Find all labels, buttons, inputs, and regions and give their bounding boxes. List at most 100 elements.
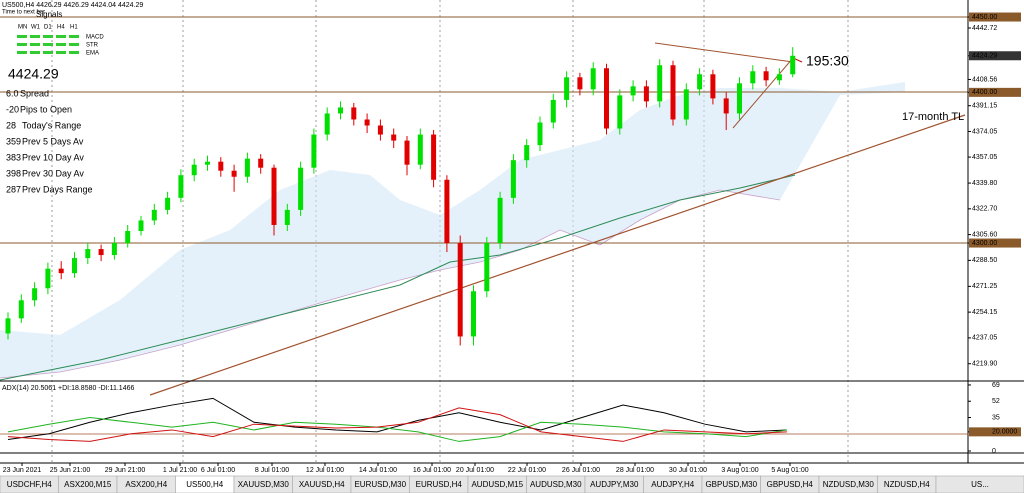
info-amount: 287 [6,184,21,194]
candle-body [18,300,24,319]
candle-body [377,125,383,135]
tab-label[interactable]: USDCHF,H4 [7,480,52,489]
timeframe-label: H4 [57,25,65,31]
tab-label[interactable]: GBPUSD,H4 [767,480,814,489]
signal-dash [17,35,27,38]
levels [0,16,968,244]
signal-dash [17,51,27,54]
candle-body [311,134,317,168]
candle-body [604,68,609,129]
candle-body [298,167,304,210]
candle-body [564,77,570,100]
y-tick-label: 4300.00 [972,240,997,247]
indicator-line [7,407,788,442]
timeframe-label: H1 [70,25,78,31]
y-tick-label: 4408.56 [972,76,997,83]
tab-label[interactable]: ASX200,M15 [64,480,112,489]
info-caption: Today's Range [22,120,81,130]
y-tick-label: 4254.15 [972,309,997,316]
info-caption: Spread [20,88,49,98]
tab-label[interactable]: XAUUSD,H4 [299,480,345,489]
candle-body [697,74,703,90]
y-tick-label: 4391.15 [972,103,997,110]
info-amount: 359 [6,136,21,146]
candle-body [111,243,117,256]
x-tick-label: 3 Aug 01:00 [721,467,758,474]
tab-label[interactable]: US... [971,480,989,489]
moving-average [0,174,796,381]
tab[interactable] [935,475,1024,493]
tab-label[interactable]: EURUSD,M30 [354,480,406,489]
tab-label[interactable]: US500,H4 [186,480,223,489]
signal-dash [43,43,53,46]
signal-dash [30,51,40,54]
candle-body [617,95,623,129]
candle-body [178,175,184,198]
y-tick-label: 69 [992,382,1000,389]
countdown: 195:30 [806,53,849,69]
tab-label[interactable]: AUDJPY,H4 [651,480,695,489]
x-tick-label: 1 Jul 21:00 [163,467,197,474]
candle-body [417,134,423,165]
tab-label[interactable]: ASX200,H4 [125,480,167,489]
price-display: 4424.29 [8,66,59,82]
candle-body [125,230,131,244]
y-tick-label: 4424.29 [972,53,997,60]
y-tick-label: 20.0000 [992,429,1017,436]
x-tick-label: 8 Jul 01:00 [255,467,289,474]
ichimoku-cloud [0,82,905,378]
y-tick-label: 4450.00 [972,14,997,21]
info-caption: Prev 10 Day Av [22,152,84,162]
y-tick-label: 4357.05 [972,154,997,161]
info-caption: Prev 30 Day Av [22,168,84,178]
candle-body [710,74,716,99]
candle-body [550,99,556,123]
signal-dash [56,43,66,46]
x-tick-label: 6 Jul 01:00 [201,467,235,474]
candle-body [590,68,596,90]
x-tick-label: 16 Jul 01:00 [413,467,451,474]
candle-body [151,209,157,221]
indicator-label: MACD [86,35,104,41]
tab-label[interactable]: AUDUSD,M30 [530,480,582,489]
candle-body [45,268,51,289]
signal-dash [30,43,40,46]
x-tick-label: 23 Jun 2021 [3,467,42,474]
tab-label[interactable]: XAUUSD,M30 [238,480,290,489]
tab-label[interactable]: NZDUSD,H4 [884,480,930,489]
signals-panel: MN W1 D1 H4 H1 MACD STR EMA [17,25,104,57]
tab-label[interactable]: AUDJPY,M30 [590,480,639,489]
candle-body [258,158,264,168]
tab-label[interactable]: AUDUSD,M15 [471,480,523,489]
candle-body [284,209,290,225]
candle-body [98,249,104,256]
indicator-label: STR [86,43,99,49]
candle-body [484,243,490,292]
trendline-17-month [149,114,966,396]
triangle-upper [654,42,794,63]
tab-label[interactable]: EURUSD,H4 [416,480,463,489]
timeframe-label: MN [18,25,27,31]
info-amount: -20 [6,104,19,114]
y-tick-label: 4288.50 [972,257,997,264]
candle-body [776,74,782,81]
signal-dash [43,51,53,54]
signal-dash [17,43,27,46]
price-tag [969,238,1021,248]
candle-body [351,107,357,120]
x-tick-label: 29 Jun 21:00 [105,467,146,474]
candle-body [231,170,237,177]
y-tick-label: 35 [992,414,1000,421]
x-tick-label: 14 Jul 01:00 [359,467,397,474]
indicator-line [7,416,788,442]
indicator-line [7,397,788,441]
info-amount: 28 [6,120,16,130]
tab-label[interactable]: NZDUSD,M30 [823,480,875,489]
symbol-header: US500,H4 4426.29 4426.29 4424.04 4424.29 [2,2,143,9]
price-tag [969,51,1021,61]
candle-body [457,243,463,337]
x-tick-label: 5 Aug 01:00 [771,467,808,474]
tab-label[interactable]: GBPUSD,M30 [705,480,757,489]
